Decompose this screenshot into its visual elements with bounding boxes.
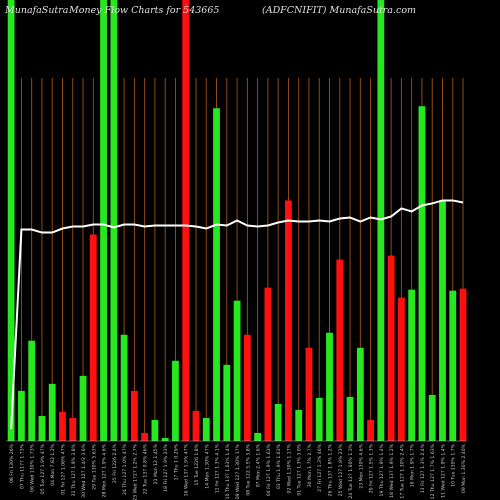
x-tick-label: 19 Thu 127 1.9% 1.4% <box>379 443 385 496</box>
bar <box>7 0 15 441</box>
bar <box>192 410 200 441</box>
x-tick-label: 08 Tue 122 5.5% 3.8% <box>245 443 251 495</box>
x-tick-label: 04 Fri 127 1.9% 1.63% <box>266 443 272 496</box>
x-tick-label: 22 Tue 137 0.8% 46% <box>143 443 149 494</box>
bar <box>398 297 405 441</box>
x-tick-label: 16 Mon 1.9% 1.7% <box>410 443 416 487</box>
x-tick-label: 10 Thu 137 1.63% 1.4% <box>225 443 231 499</box>
chart-line-layer <box>10 199 464 430</box>
x-tick-label: 09 Mon 1.30% 2.40% <box>461 443 467 493</box>
chart-header: MunafaSutra Money Flow Charts for 543665… <box>0 5 500 23</box>
x-tick-label: 07 Mon 2.4% 1.6% <box>256 443 262 487</box>
bar <box>48 383 56 441</box>
x-tick-label: 25 Wed 127 1.9% 23% <box>338 443 344 496</box>
x-tick-label: 03 Thu 1.9% 1.63% <box>276 443 282 489</box>
bar <box>130 390 138 441</box>
bar <box>141 432 149 441</box>
bar <box>243 334 251 441</box>
x-tick-label: 23 Wed 1727 1.2% 2.7% <box>132 443 138 500</box>
x-tick-label: 09 Wed 127 1.30% 17% <box>235 443 241 499</box>
bar <box>254 432 262 441</box>
x-tick-label: 13 Fri 127 1.3% 2.4% <box>420 443 426 493</box>
chart-title: Money Flow Charts for 543665 <box>69 5 220 16</box>
bar <box>151 419 159 441</box>
x-tick-label: 31 Thu 127 1.9% 3.8% <box>71 443 77 496</box>
bar <box>418 106 426 442</box>
bar <box>172 360 179 441</box>
x-tick-label: 24 Thu 127 1.0% 47% <box>122 443 128 495</box>
bar <box>161 437 169 441</box>
bar <box>59 411 66 441</box>
bar <box>315 397 323 441</box>
x-tick-label: 16 Wed 137 1.9% 47% <box>184 443 190 496</box>
bar <box>367 419 374 441</box>
x-tick-label: 17 Thu 1 0.29% <box>173 443 179 480</box>
bar <box>326 332 333 441</box>
x-tick-label: 15 Tue 1226 1.8% <box>194 443 200 485</box>
x-tick-label: 05 Tue 127 1.9% 47% <box>40 443 46 494</box>
bar <box>346 396 354 441</box>
bar <box>202 417 210 441</box>
bar <box>387 255 395 441</box>
bar <box>79 375 87 441</box>
x-tick-label: 04 Mon 7.82 1.2% <box>50 443 56 485</box>
bar <box>449 290 457 441</box>
bar <box>356 347 364 441</box>
x-tick-label: 11 Wed 127 1.9% 1.4% <box>440 443 446 497</box>
bar <box>18 390 25 441</box>
x-tick-label: 02 Wed 1.30% 1.17% <box>286 443 292 493</box>
bar <box>408 289 416 441</box>
bar <box>28 340 36 441</box>
bar <box>336 259 344 441</box>
x-tick-label: 14 Mon 1.30% 47% <box>204 443 210 488</box>
x-tick-label: 11 Fri 127 1.3% 4.1% <box>215 443 221 493</box>
x-tick-label: 25 Fri 1226 2.4% <box>112 443 118 483</box>
bar <box>285 200 292 441</box>
x-tick-label: 30 Mon 1.7% 2.7% <box>307 443 313 487</box>
series-line <box>10 199 464 430</box>
x-tick-label: 30 Wed 127 1.4/2 3.6% <box>81 443 87 498</box>
bar <box>305 347 313 441</box>
bar <box>69 417 77 441</box>
x-tick-label: 10 Tue 130% 1.7% <box>451 443 457 487</box>
bar <box>274 403 282 441</box>
bar <box>89 234 97 441</box>
x-tick-label: 21 Mon 12 1.45% <box>153 443 159 484</box>
bar <box>295 409 303 441</box>
bar <box>38 415 46 441</box>
bar <box>182 0 190 441</box>
bar <box>439 201 446 441</box>
x-tick-label: 17 Tue 127 1.30% 2.4% <box>399 443 405 498</box>
bar <box>120 334 128 441</box>
x-tick-label: 28 Mon 127 1.9% 4.6% <box>102 443 108 497</box>
x-tick-label: 29 Tue 130% 5.63% <box>91 443 97 489</box>
bar <box>459 288 467 441</box>
x-tick-label: 06 Wed 130% 1.73% <box>30 443 36 492</box>
bar <box>428 394 436 441</box>
x-tick-label: 01 Tue 127 1.3% 3.0% <box>297 443 303 495</box>
x-tick-label: 24 Tue 127 1.60% 1.3% <box>348 443 354 498</box>
bar <box>213 108 220 441</box>
bar <box>100 0 107 441</box>
x-tick-label: 07 Thu 1177 1.73% <box>19 443 25 489</box>
x-tick-label: 27 Fri 127 1.3% 46% <box>317 443 323 491</box>
x-tick-label: 18 Fri 127 1.9% 23% <box>163 443 169 491</box>
ticker-caption: (ADFCNIFIT) MunafaSutra.com <box>262 5 417 16</box>
x-tick-label: 12 Thu 127 1.7% 1.63% <box>430 443 436 499</box>
x-tick-label: 20 Fri 127 1.5% 1.3% <box>369 443 375 493</box>
bar <box>223 364 231 441</box>
x-tick-label: 01 Fri 127 1.06% 47% <box>60 443 66 494</box>
bar <box>233 300 241 441</box>
x-tick-label: 26 Thu 137 1.8% 1.2% <box>328 443 334 496</box>
chart-x-labels: 08 Fri 130% 26% 07 Thu 1177 1.73% 06 Wed 1… <box>9 443 467 500</box>
x-tick-label: 08 Fri 130% 26% <box>9 443 15 483</box>
x-tick-label: 23 Mon 130% 4.6% <box>358 443 364 488</box>
bar <box>110 0 118 441</box>
bar <box>264 287 272 441</box>
site-name: MunafaSutra <box>5 5 69 16</box>
x-tick-label: 18 Wed 137 1.9% 1.2% <box>389 443 395 497</box>
